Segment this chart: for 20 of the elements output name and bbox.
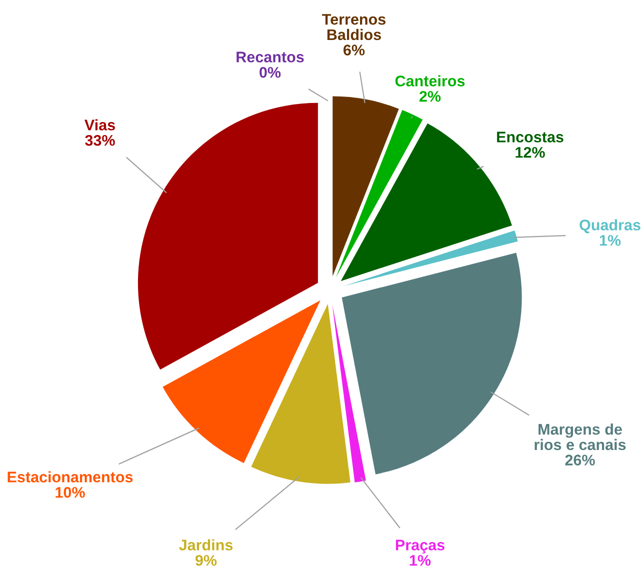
data-label: 10% [56,486,85,498]
slice-label: Quadras [580,219,640,234]
slice-label: Vias [84,119,115,130]
slice-label: Margens de rios e canais [534,423,626,450]
slice-label: Estacionamentos [8,471,133,482]
data-label: 33% [85,134,115,146]
data-label: 9% [195,554,217,566]
slice-label: Jardins [179,539,233,550]
category-label: Recantos [236,52,304,62]
data-label: 2% [419,90,441,102]
data-label: 6% [344,44,365,56]
slice-label: Encostas [497,132,564,142]
slice-label: Terrenos Baldios [322,14,386,40]
slice-label: Praças [396,540,444,554]
text: 0% [260,66,281,78]
data-label: 1% [410,554,431,566]
data-label: 26% [565,454,595,466]
slice-label: Canteiros [395,75,465,86]
data-label: 12% [516,146,545,158]
data-label: 1% [600,234,621,246]
